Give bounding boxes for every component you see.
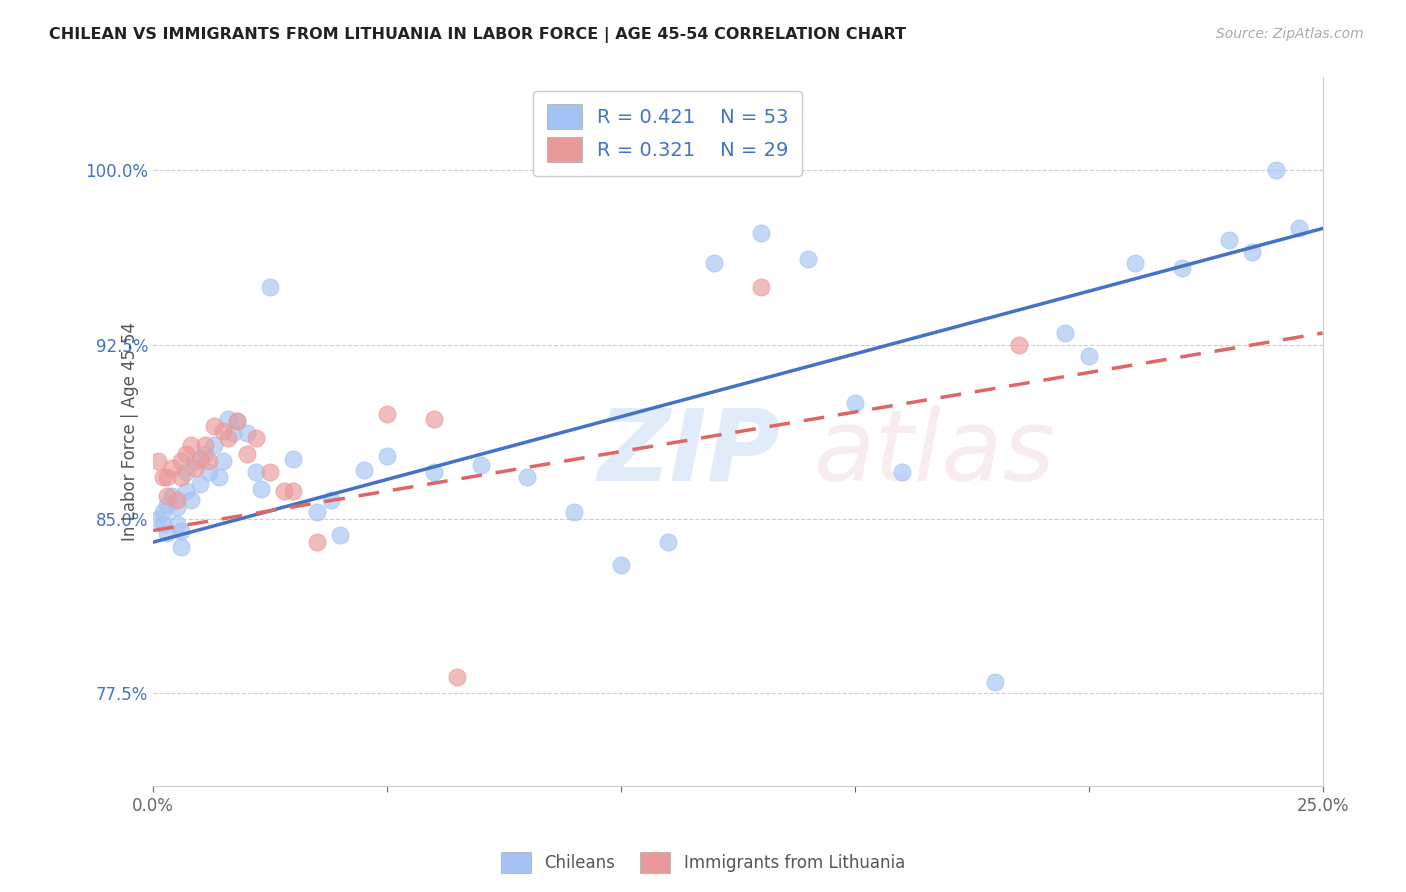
Point — [212, 424, 235, 438]
Point — [152, 470, 174, 484]
Point — [212, 454, 235, 468]
Point — [423, 466, 446, 480]
Point — [202, 437, 225, 451]
Point — [319, 493, 342, 508]
Point — [170, 524, 193, 538]
Point — [166, 500, 188, 515]
Point — [1077, 349, 1099, 363]
Point — [202, 419, 225, 434]
Point — [217, 412, 239, 426]
Legend: Chileans, Immigrants from Lithuania: Chileans, Immigrants from Lithuania — [495, 846, 911, 880]
Point — [329, 528, 352, 542]
Point — [156, 525, 179, 540]
Text: Source: ZipAtlas.com: Source: ZipAtlas.com — [1216, 27, 1364, 41]
Point — [249, 482, 271, 496]
Point — [156, 470, 179, 484]
Point — [470, 458, 492, 473]
Point — [353, 463, 375, 477]
Point — [174, 466, 197, 480]
Point — [146, 512, 169, 526]
Point — [1288, 221, 1310, 235]
Point — [170, 470, 193, 484]
Point — [188, 477, 211, 491]
Point — [160, 489, 183, 503]
Text: CHILEAN VS IMMIGRANTS FROM LITHUANIA IN LABOR FORCE | AGE 45-54 CORRELATION CHAR: CHILEAN VS IMMIGRANTS FROM LITHUANIA IN … — [49, 27, 907, 43]
Point — [1007, 337, 1029, 351]
Point — [259, 279, 281, 293]
Point — [1241, 244, 1264, 259]
Point — [174, 483, 197, 498]
Point — [423, 412, 446, 426]
Point — [610, 558, 633, 573]
Point — [1264, 163, 1286, 178]
Point — [283, 483, 305, 498]
Point — [156, 498, 179, 512]
Point — [797, 252, 820, 266]
Text: ZIP: ZIP — [598, 405, 780, 501]
Point — [749, 279, 772, 293]
Point — [198, 466, 221, 480]
Point — [160, 460, 183, 475]
Point — [844, 396, 866, 410]
Point — [152, 505, 174, 519]
Point — [170, 454, 193, 468]
Point — [208, 470, 231, 484]
Y-axis label: In Labor Force | Age 45-54: In Labor Force | Age 45-54 — [121, 322, 139, 541]
Point — [890, 466, 912, 480]
Point — [273, 483, 295, 498]
Point — [166, 516, 188, 531]
Point — [283, 451, 305, 466]
Point — [180, 437, 202, 451]
Point — [170, 540, 193, 554]
Point — [375, 408, 398, 422]
Point — [235, 425, 257, 440]
Point — [1171, 260, 1194, 275]
Point — [235, 447, 257, 461]
Point — [226, 414, 249, 428]
Point — [305, 505, 328, 519]
Point — [984, 674, 1007, 689]
Point — [226, 414, 249, 428]
Point — [146, 454, 169, 468]
Point — [1054, 326, 1077, 340]
Point — [245, 466, 267, 480]
Point — [703, 256, 725, 270]
Legend: R = 0.421    N = 53, R = 0.321    N = 29: R = 0.421 N = 53, R = 0.321 N = 29 — [533, 91, 803, 176]
Point — [166, 493, 188, 508]
Point — [156, 489, 179, 503]
Point — [180, 493, 202, 508]
Point — [152, 516, 174, 531]
Point — [184, 460, 207, 475]
Point — [305, 535, 328, 549]
Point — [516, 470, 538, 484]
Point — [217, 431, 239, 445]
Point — [194, 447, 217, 461]
Point — [259, 466, 281, 480]
Point — [174, 447, 197, 461]
Point — [375, 449, 398, 463]
Point — [194, 437, 217, 451]
Point — [221, 425, 243, 440]
Point — [749, 226, 772, 240]
Point — [188, 451, 211, 466]
Point — [1125, 256, 1147, 270]
Point — [446, 670, 468, 684]
Point — [245, 431, 267, 445]
Text: atlas: atlas — [814, 405, 1056, 501]
Point — [184, 454, 207, 468]
Point — [1218, 233, 1240, 247]
Point — [198, 454, 221, 468]
Point — [657, 535, 679, 549]
Point — [562, 505, 585, 519]
